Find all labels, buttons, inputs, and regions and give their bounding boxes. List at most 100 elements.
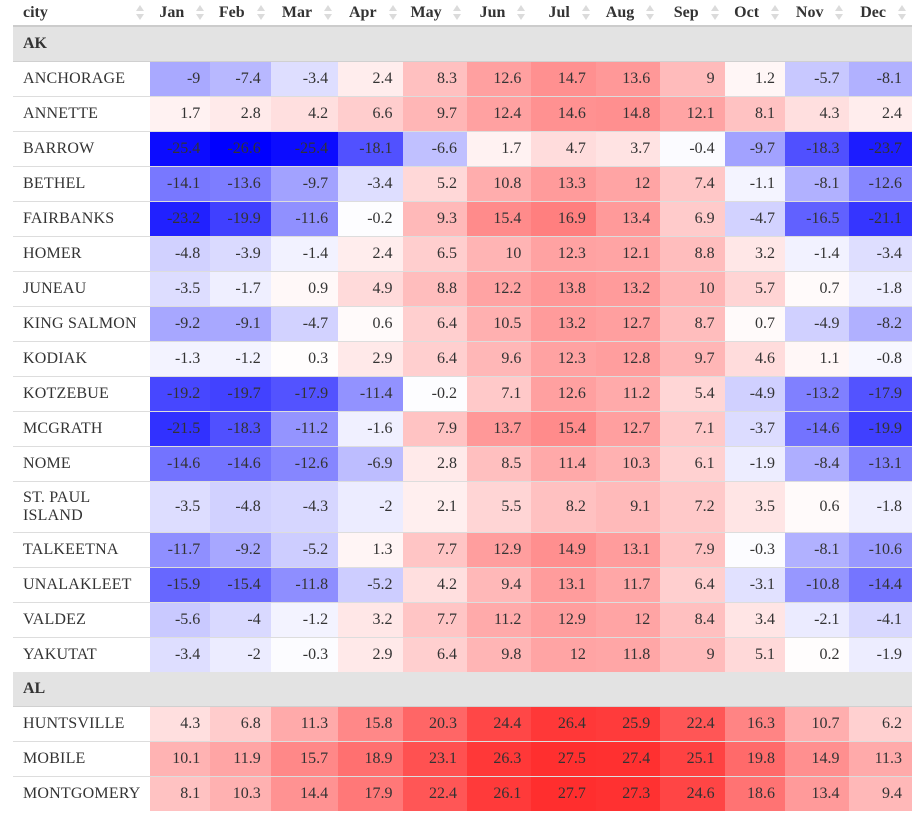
temperature-cell: -9.2 [149, 306, 211, 342]
sort-icon[interactable] [710, 5, 719, 21]
temperature-cell: -5.6 [149, 602, 211, 638]
column-header-oct[interactable]: Oct [724, 0, 786, 27]
temperature-cell: -8.2 [849, 306, 912, 342]
temperature-cell: 11.8 [595, 637, 661, 672]
city-cell: KING SALMON [13, 306, 150, 342]
temperature-cell: 6.4 [402, 341, 467, 377]
group-row: AL [13, 672, 912, 707]
sort-icon[interactable] [324, 5, 333, 21]
temperature-cell: 26.3 [466, 741, 532, 777]
temperature-cell: -9.2 [210, 532, 271, 568]
temperature-cell: 12.8 [595, 341, 661, 377]
column-header-mar[interactable]: Mar [270, 0, 339, 27]
temperature-cell: 9.7 [660, 341, 725, 377]
sort-icon[interactable] [452, 5, 461, 21]
temperature-cell: 8.8 [660, 236, 725, 272]
temperature-cell: -2 [210, 637, 271, 672]
temperature-cell: 0.6 [338, 306, 403, 342]
column-header-jul[interactable]: Jul [531, 0, 596, 27]
sort-icon[interactable] [256, 5, 265, 21]
sort-icon[interactable] [135, 5, 144, 21]
temperature-cell: 8.1 [149, 776, 211, 811]
temperature-cell: -11.6 [270, 201, 339, 237]
temperature-cell: -4.7 [724, 201, 786, 237]
column-header-may[interactable]: May [402, 0, 467, 27]
sort-icon[interactable] [388, 5, 397, 21]
temperature-cell: -0.3 [270, 637, 339, 672]
temperature-cell: 6.4 [402, 637, 467, 672]
temperature-cell: -1.8 [849, 271, 912, 307]
column-header-jan[interactable]: Jan [149, 0, 211, 27]
column-header-label: Sep [673, 3, 699, 21]
temperature-cell: 6.1 [660, 446, 725, 482]
column-header-feb[interactable]: Feb [210, 0, 271, 27]
temperature-cell: -9.1 [210, 306, 271, 342]
temperature-cell: 4.9 [338, 271, 403, 307]
column-header-sep[interactable]: Sep [660, 0, 725, 27]
column-header-dec[interactable]: Dec [849, 0, 912, 27]
table-row: BARROW -25.4 -26.6 -25.4 -18.1 -6.6 1.7 4.7 3.7-… [13, 131, 912, 167]
city-cell: KOTZEBUE [13, 376, 150, 412]
temperature-cell: -6.6 [402, 131, 467, 167]
city-cell: MONTGOMERY [13, 776, 150, 811]
temperature-cell: 14.4 [270, 776, 339, 811]
group-label: AK [13, 26, 912, 62]
temperature-cell: -3.5 [149, 271, 211, 307]
column-header-label: May [410, 3, 442, 21]
column-header-label: Mar [281, 3, 313, 21]
table-row: ANCHORAGE -9 -7.4 -3.4 2.4 8.3 12.6 14.7 13.6 9 1.… [13, 61, 912, 97]
temperature-cell: 25.1 [660, 741, 725, 777]
temperature-cell: 12.3 [531, 341, 596, 377]
column-header-jun[interactable]: Jun [466, 0, 532, 27]
column-header-nov[interactable]: Nov [785, 0, 850, 27]
temperature-cell: 10 [466, 236, 532, 272]
temperature-cell: 12.9 [466, 532, 532, 568]
sort-icon[interactable] [835, 5, 844, 21]
temperature-cell: 23.1 [402, 741, 467, 777]
temperature-cell: 4.3 [785, 96, 850, 132]
column-header-label: Aug [605, 3, 635, 21]
temperature-cell: 9 [660, 637, 725, 672]
temperature-cell: -4.9 [724, 376, 786, 412]
temperature-cell: 5.5 [466, 481, 532, 533]
temperature-cell: -4.9 [785, 306, 850, 342]
temperature-cell: 13.6 [595, 61, 661, 97]
temperature-cell: 6.4 [402, 306, 467, 342]
column-header-city[interactable]: city [13, 0, 150, 27]
temperature-cell: 13.2 [531, 306, 596, 342]
column-header-label: Jul [548, 3, 570, 21]
temperature-cell: 7.1 [660, 411, 725, 447]
temperature-cell: -1.9 [724, 446, 786, 482]
sort-icon[interactable] [517, 5, 526, 21]
temperature-cell: -4.8 [210, 481, 271, 533]
sort-icon[interactable] [196, 5, 205, 21]
table-row: HOMER -4.8 -3.9 -1.4 2.4 6.5 10 12.3 12.1 8.8 3.2-… [13, 236, 912, 272]
temperature-cell: -1.6 [338, 411, 403, 447]
temperature-cell: -0.8 [849, 341, 912, 377]
temperature-cell: 2.4 [338, 236, 403, 272]
sort-icon[interactable] [771, 5, 780, 21]
temperature-cell: 6.6 [338, 96, 403, 132]
temperature-cell: -0.2 [338, 201, 403, 237]
temperature-cell: -15.9 [149, 567, 211, 603]
temperature-cell: -7.4 [210, 61, 271, 97]
temperature-cell: 10.3 [210, 776, 271, 811]
temperature-cell: -16.5 [785, 201, 850, 237]
temperature-cell: 12 [595, 166, 661, 202]
temperature-cell: -26.6 [210, 131, 271, 167]
temperature-cell: -14.6 [210, 446, 271, 482]
temperature-cell: -3.4 [849, 236, 912, 272]
temperature-cell: 14.9 [785, 741, 850, 777]
column-header-aug[interactable]: Aug [595, 0, 661, 27]
temperature-cell: 8.2 [531, 481, 596, 533]
sort-icon[interactable] [898, 5, 906, 21]
temperature-cell: 18.9 [338, 741, 403, 777]
temperature-cell: -8.4 [785, 446, 850, 482]
temperature-cell: -4.1 [849, 602, 912, 638]
temperature-cell: -6.9 [338, 446, 403, 482]
column-header-apr[interactable]: Apr [338, 0, 403, 27]
temperature-cell: 4.3 [149, 706, 211, 742]
temperature-cell: -18.3 [210, 411, 271, 447]
sort-icon[interactable] [581, 5, 590, 21]
sort-icon[interactable] [646, 5, 655, 21]
